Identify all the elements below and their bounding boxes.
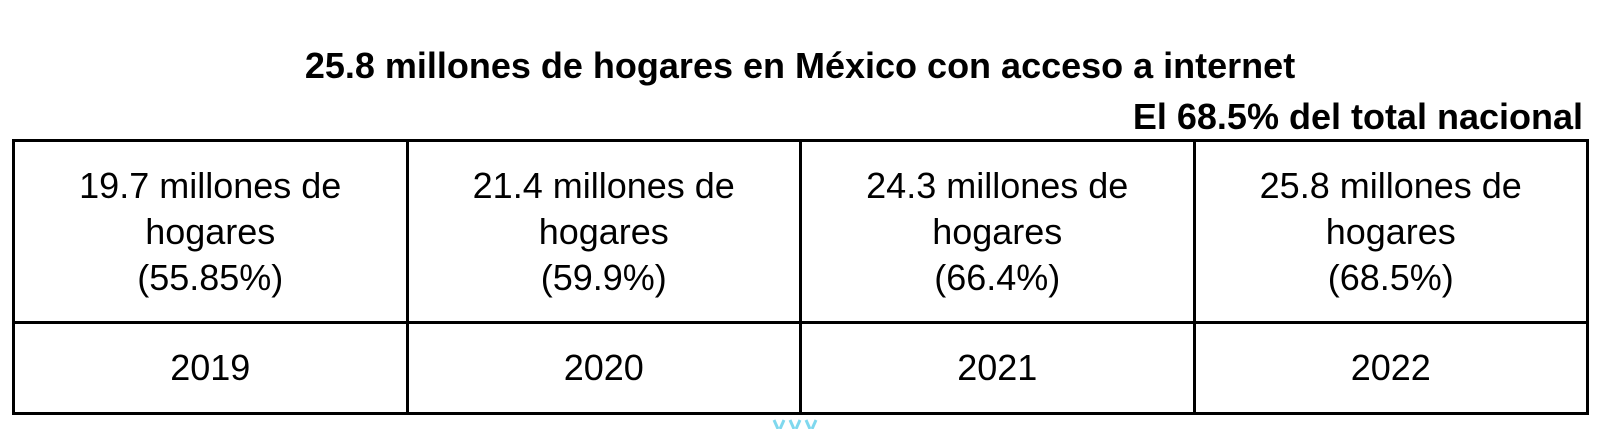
table-cell-year-2021: 2021	[799, 321, 1196, 415]
cell-households-line: 19.7 millones de	[79, 164, 342, 206]
decor-stroke	[794, 419, 802, 429]
table-row-values: 19.7 millones de hogares (55.85%) 21.4 m…	[12, 139, 1589, 324]
cell-households-unit: hogares	[1325, 210, 1456, 252]
decor-stroke	[788, 419, 796, 429]
table-cell-value-2019: 19.7 millones de hogares (55.85%)	[12, 139, 409, 324]
page-subtitle: El 68.5% del total nacional	[1132, 96, 1583, 137]
decor-stroke	[772, 419, 780, 429]
table-cell-value-2022: 25.8 millones de hogares (68.5%)	[1192, 139, 1589, 324]
decor-stroke	[778, 419, 786, 429]
table-row-years: 2019 2020 2021 2022	[12, 321, 1589, 415]
table-cell-year-2022: 2022	[1192, 321, 1589, 415]
decor-stroke	[804, 419, 812, 429]
hogares-table: 19.7 millones de hogares (55.85%) 21.4 m…	[12, 139, 1589, 415]
table-cell-value-2020: 21.4 millones de hogares (59.9%)	[405, 139, 802, 324]
cell-households-line: 25.8 millones de	[1259, 164, 1522, 206]
cell-percentage: (55.85%)	[137, 256, 284, 298]
decorative-dots-icon	[772, 419, 818, 429]
decor-stroke	[810, 419, 818, 429]
cell-percentage: (59.9%)	[540, 256, 667, 298]
cell-households-unit: hogares	[538, 210, 669, 252]
cell-households-unit: hogares	[932, 210, 1063, 252]
cell-households-line: 24.3 millones de	[866, 164, 1129, 206]
cell-households-unit: hogares	[145, 210, 276, 252]
table-cell-year-2020: 2020	[405, 321, 802, 415]
cell-percentage: (68.5%)	[1327, 256, 1454, 298]
page-title: 25.8 millones de hogares en México con a…	[304, 45, 1296, 86]
table-cell-value-2021: 24.3 millones de hogares (66.4%)	[799, 139, 1196, 324]
cell-households-line: 21.4 millones de	[472, 164, 735, 206]
cell-percentage: (66.4%)	[934, 256, 1061, 298]
table-cell-year-2019: 2019	[12, 321, 409, 415]
